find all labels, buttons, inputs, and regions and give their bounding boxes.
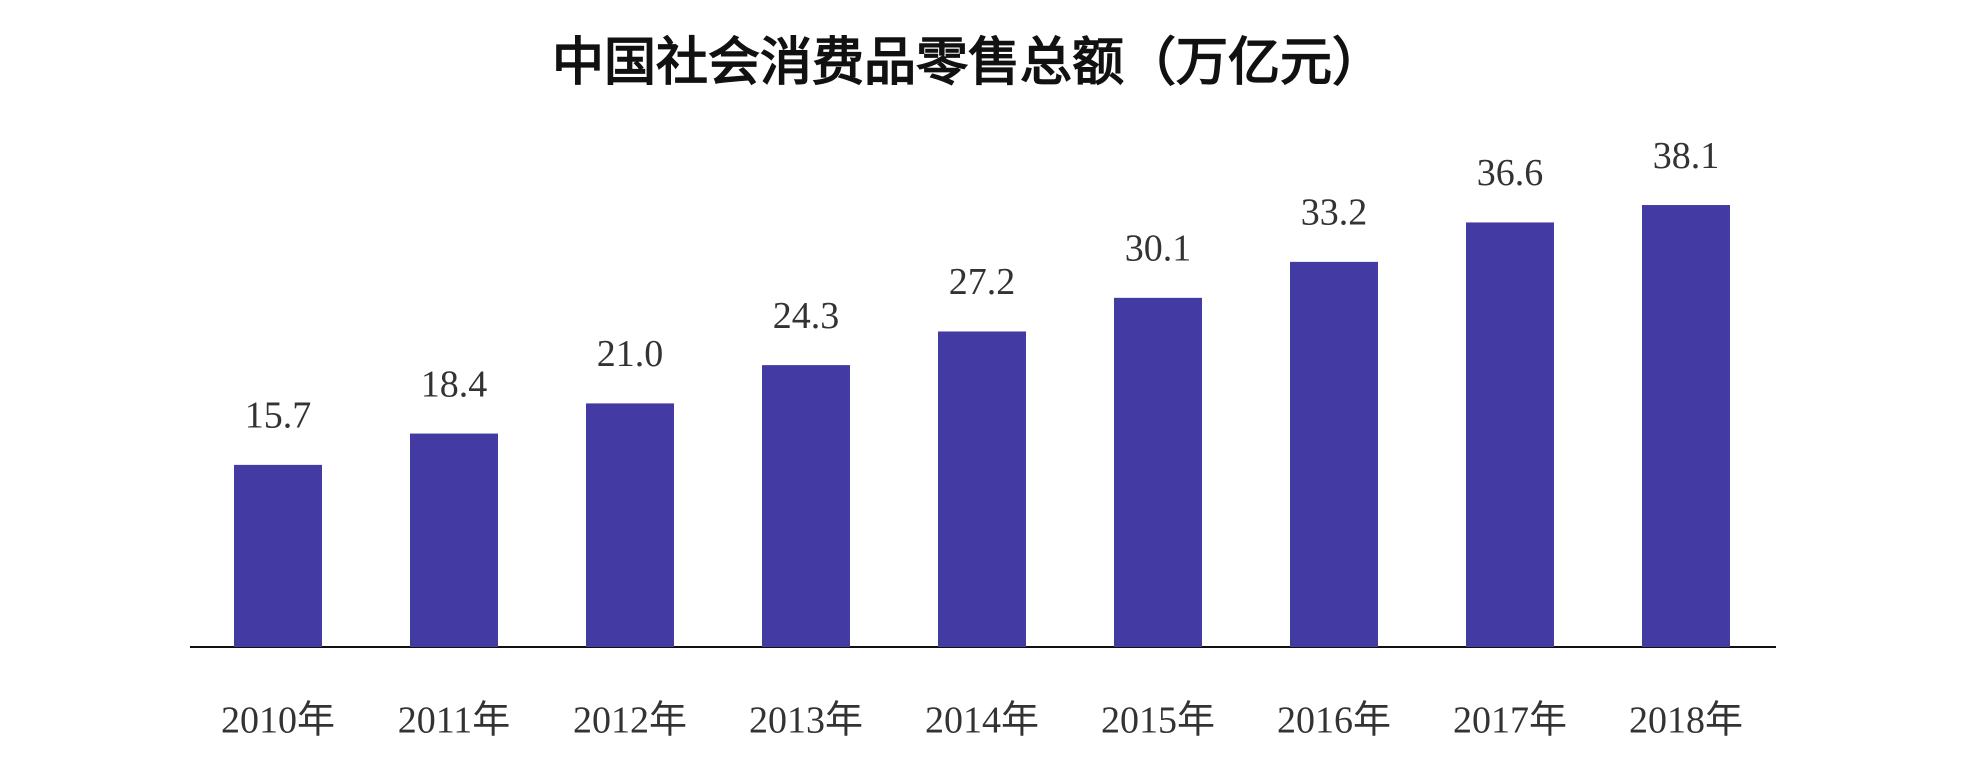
data-label: 38.1	[1653, 135, 1720, 177]
chart-title: 中国社会消费品零售总额（万亿元）	[552, 33, 1384, 93]
data-label: 24.3	[773, 295, 840, 337]
bar	[762, 365, 850, 647]
data-label: 27.2	[949, 261, 1016, 303]
bar	[1642, 205, 1730, 648]
data-label: 36.6	[1477, 152, 1544, 194]
data-label: 21.0	[597, 333, 664, 375]
x-tick-label: 2011年	[398, 700, 511, 742]
data-label: 15.7	[245, 395, 312, 437]
x-tick-label: 2014年	[925, 700, 1039, 742]
bar	[1466, 222, 1554, 647]
bar	[234, 464, 322, 647]
x-tick-label: 2012年	[573, 700, 687, 742]
bar	[586, 403, 674, 647]
x-tick-label: 2010年	[221, 700, 335, 742]
bar	[1290, 261, 1378, 647]
bar	[938, 331, 1026, 647]
data-label: 18.4	[421, 363, 488, 405]
x-tick-label: 2016年	[1277, 700, 1391, 742]
data-label: 30.1	[1125, 228, 1192, 270]
bar	[410, 433, 498, 647]
x-tick-label: 2013年	[749, 700, 863, 742]
data-label: 33.2	[1301, 192, 1368, 234]
x-tick-label: 2018年	[1629, 700, 1743, 742]
bar	[1114, 297, 1202, 647]
x-tick-label: 2017年	[1453, 700, 1567, 742]
x-tick-label: 2015年	[1101, 700, 1215, 742]
